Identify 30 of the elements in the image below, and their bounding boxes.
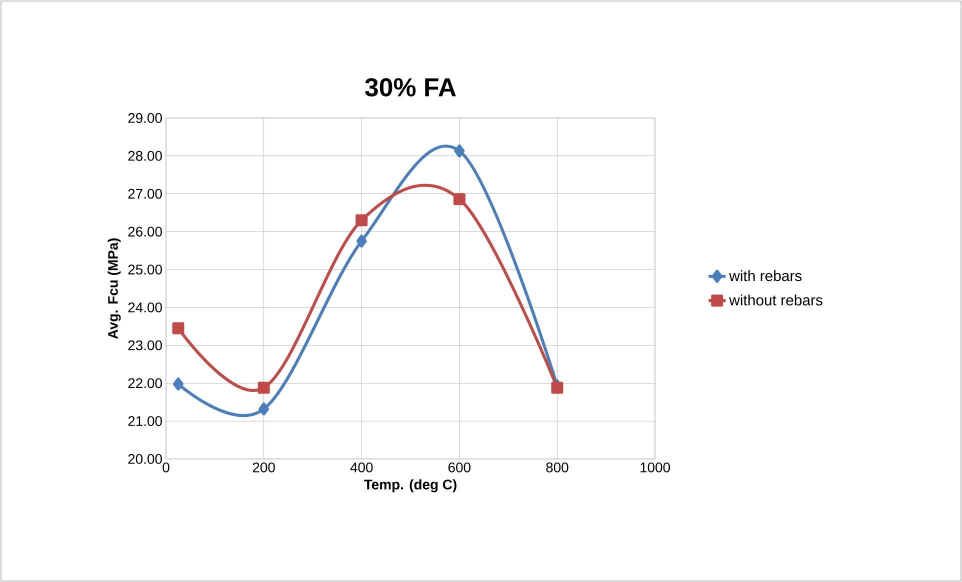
- point: [172, 322, 184, 334]
- chart-title: 30% FA: [365, 78, 456, 97]
- x-tick-label: 1000: [640, 462, 670, 472]
- y-tick-label: 24.00: [128, 302, 162, 312]
- y-tick-label: 23.00: [128, 340, 162, 350]
- y-tick-label: 26.00: [128, 226, 162, 237]
- y-axis-title: Avg. Fcu (MPa): [108, 238, 121, 339]
- x-tick-label: 0: [162, 462, 170, 472]
- point: [356, 214, 368, 226]
- x-tick-label: 200: [252, 462, 275, 472]
- point: [551, 382, 564, 394]
- legend-label: with rebars: [729, 270, 802, 282]
- y-tick-label: 21.00: [128, 416, 162, 426]
- x-tick-label: 600: [448, 462, 470, 472]
- x-axis-title: Temp. (deg C): [364, 479, 456, 492]
- x-tick-label: 800: [546, 462, 568, 472]
- point: [453, 193, 466, 206]
- point: [454, 144, 465, 158]
- y-tick-label: 25.00: [128, 264, 162, 274]
- point: [172, 377, 184, 390]
- x-tick-label: 400: [350, 462, 373, 472]
- y-tick-label: 27.00: [128, 188, 162, 199]
- point: [356, 234, 367, 248]
- y-tick-label: 29.00: [128, 113, 162, 123]
- y-tick-label: 28.00: [128, 150, 162, 161]
- y-tick-label: 20.00: [128, 454, 162, 464]
- point: [258, 382, 270, 394]
- legend-label: without rebars: [729, 294, 822, 306]
- point: [258, 402, 270, 416]
- y-tick-label: 22.00: [128, 378, 162, 388]
